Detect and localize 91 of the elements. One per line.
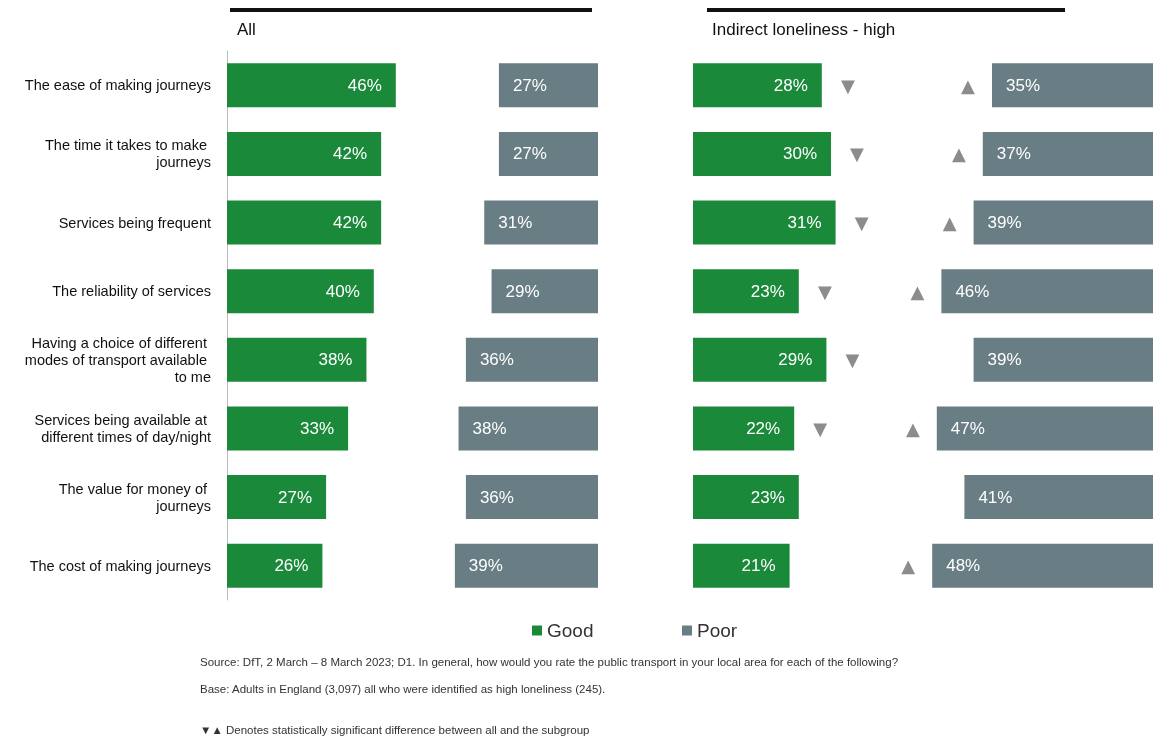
data-label: 27% — [278, 487, 313, 507]
bar — [227, 200, 382, 245]
data-label: 39% — [987, 213, 1022, 233]
data-label: 22% — [746, 418, 781, 438]
annotation: ▼ — [845, 349, 860, 371]
annotation: ▲ — [961, 74, 976, 96]
annotation: ▲ — [905, 417, 920, 439]
bar — [941, 269, 1153, 314]
data-label: 42% — [333, 213, 368, 233]
data-label: 35% — [1006, 75, 1041, 95]
data-label: 26% — [274, 556, 309, 576]
data-label: 27% — [512, 144, 547, 164]
data-label: 39% — [468, 556, 503, 576]
data-label: 29% — [505, 281, 540, 301]
bar — [227, 406, 349, 451]
data-label: 36% — [479, 487, 514, 507]
bar — [992, 63, 1153, 108]
data-label: 46% — [347, 75, 382, 95]
chart-title: All — [237, 20, 256, 39]
y-tick-label: Services being frequent — [58, 214, 211, 231]
bar — [227, 475, 327, 520]
annotation: ▲ — [951, 143, 966, 165]
data-label: 47% — [950, 418, 985, 438]
y-tick-label: The time it takes to make journeys — [44, 137, 211, 171]
y-tick-label: Having a choice of different modes of transport available to me — [24, 334, 211, 385]
bar — [973, 337, 1153, 382]
bar — [227, 131, 382, 176]
annotation: ▼ — [813, 417, 828, 439]
bar — [982, 131, 1153, 176]
bar — [227, 269, 374, 314]
text: Base: Adults in England (3,097) all who were identified as high loneliness (245). — [200, 683, 606, 695]
y-tick-label: Services being available at different times of day/night — [34, 411, 211, 445]
data-label: 37% — [996, 144, 1031, 164]
bar — [693, 406, 795, 451]
data-label: 28% — [773, 75, 808, 95]
bar — [936, 406, 1153, 451]
bar — [964, 475, 1153, 520]
bar — [458, 406, 598, 451]
bar — [454, 543, 598, 588]
chart-title: Indirect loneliness - high — [712, 20, 896, 39]
bar — [693, 200, 836, 245]
bar — [227, 543, 323, 588]
annotation: ▼ — [854, 212, 869, 234]
bar — [932, 543, 1153, 588]
data-label: 46% — [955, 281, 990, 301]
bar — [498, 63, 598, 108]
data-label: 39% — [987, 350, 1022, 370]
bar — [227, 337, 367, 382]
bar — [498, 131, 598, 176]
data-label: 30% — [782, 144, 817, 164]
y-tick-label: The cost of making journeys — [29, 557, 211, 574]
data-label: 31% — [787, 213, 822, 233]
y-tick-label: The value for money of journeys — [58, 480, 211, 514]
data-label: 27% — [512, 75, 547, 95]
bar — [693, 475, 799, 520]
text: ▼▲ Denotes statistically significant difference between all and the subgroup — [200, 724, 590, 736]
source-note: Source: DfT, 2 March – 8 March 2023; D1. In general, how would you rate the public transport in your local area for each of the following? — [200, 656, 899, 668]
data-label: 48% — [946, 556, 981, 576]
legend-label: Good — [547, 620, 594, 641]
bar — [973, 200, 1153, 245]
legend-label: Poor — [697, 620, 738, 641]
bar — [491, 269, 598, 314]
bar — [465, 337, 598, 382]
data-label: 36% — [479, 350, 514, 370]
bar — [484, 200, 598, 245]
bar — [227, 63, 396, 108]
data-label: 38% — [472, 418, 507, 438]
bar — [693, 131, 831, 176]
annotation: ▲ — [901, 555, 916, 577]
bar — [465, 475, 598, 520]
data-label: 21% — [741, 556, 776, 576]
y-tick-label: The reliability of services — [52, 283, 211, 300]
data-label: 41% — [978, 487, 1013, 507]
data-label: 31% — [498, 213, 533, 233]
data-label: 23% — [750, 281, 785, 301]
data-label: 23% — [750, 487, 785, 507]
bar — [693, 337, 827, 382]
data-label: 42% — [333, 144, 368, 164]
data-label: 40% — [325, 281, 360, 301]
annotation: ▼ — [817, 280, 832, 302]
annotation: ▼ — [850, 143, 865, 165]
annotation: ▲ — [910, 280, 925, 302]
annotation: ▲ — [942, 212, 957, 234]
bar — [693, 543, 790, 588]
data-label: 38% — [318, 350, 353, 370]
y-tick-label: The ease of making journeys — [24, 77, 211, 94]
bar — [693, 269, 799, 314]
data-label: 33% — [300, 418, 335, 438]
bar — [693, 63, 822, 108]
annotation: ▼ — [840, 74, 855, 96]
data-label: 29% — [778, 350, 813, 370]
